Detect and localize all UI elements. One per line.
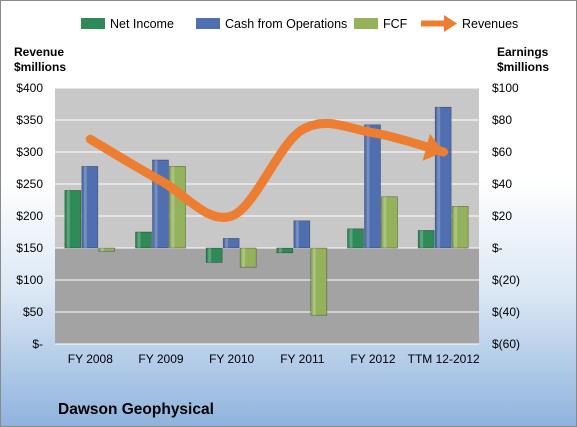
legend-label-net-income: Net Income: [110, 17, 174, 31]
right-tick-label: $100: [492, 81, 519, 95]
bar-highlight: [225, 238, 229, 248]
left-tick-label: $50: [23, 305, 43, 319]
bar-highlight: [66, 190, 70, 248]
right-tick-label: $(40): [492, 305, 520, 319]
bar-fcf: [98, 247, 116, 252]
bar-highlight: [437, 107, 441, 248]
bar-net-income: [205, 247, 223, 263]
plot-area-lower: [55, 248, 479, 344]
legend-arrow-icon: [421, 15, 457, 32]
right-axis-title-line2: $millions: [497, 60, 549, 74]
left-tick-label: $250: [16, 177, 43, 191]
legend-label-fcf: FCF: [383, 17, 408, 31]
revenue-arrowhead: [422, 133, 444, 161]
bar-fcf: [451, 206, 469, 249]
bar-highlight: [171, 166, 175, 248]
x-tick-label: FY 2010: [209, 352, 254, 366]
right-tick-label: $20: [492, 209, 512, 223]
left-axis-ticks: $- $50 $100 $150 $200 $250 $300 $350 $400: [16, 81, 43, 351]
revenue-line: [85, 118, 449, 222]
bar-highlight: [295, 220, 299, 248]
bar-cash-from-operations: [222, 238, 240, 249]
x-tick-label: FY 2008: [68, 352, 113, 366]
bar-highlight: [312, 248, 316, 316]
right-tick-label: $(20): [492, 273, 520, 287]
left-tick-label: $300: [16, 145, 43, 159]
x-tick-label: FY 2009: [138, 352, 183, 366]
legend-label-revenues: Revenues: [462, 17, 518, 31]
left-axis-title-line1: Revenue: [14, 45, 64, 59]
left-tick-label: $100: [16, 273, 43, 287]
revenue-line-series: [85, 118, 449, 222]
bar-cash-from-operations: [293, 220, 311, 249]
chart-title: Dawson Geophysical: [58, 401, 214, 418]
bar-fcf: [381, 196, 398, 249]
bar-net-income: [135, 231, 152, 249]
x-axis-ticks: FY 2008 FY 2009 FY 2010 FY 2011 FY 2012 TTM 1…: [68, 352, 480, 366]
legend: Net Income Cash from Operations FCF Reve…: [81, 15, 518, 32]
bar-fcf: [310, 247, 328, 316]
legend-swatch-net-income: [81, 18, 105, 29]
x-tick-label: FY 2012: [350, 352, 395, 366]
bar-highlight: [366, 124, 370, 248]
left-tick-label: $-: [32, 337, 43, 351]
legend-swatch-cash-from-operations: [196, 18, 220, 29]
bar-highlight: [208, 248, 212, 263]
right-tick-label: $-: [492, 241, 503, 255]
right-tick-label: $40: [492, 177, 512, 191]
x-tick-label: FY 2011: [280, 352, 325, 366]
x-tick-label: TTM 12-2012: [408, 352, 480, 366]
bar-cash-from-operations: [81, 166, 99, 249]
left-tick-label: $350: [16, 113, 43, 127]
right-tick-label: $60: [492, 145, 512, 159]
bar-highlight: [242, 248, 246, 268]
bar-cash-from-operations: [364, 124, 381, 249]
bar-net-income: [417, 230, 435, 249]
bar-highlight: [349, 228, 353, 248]
bar-highlight: [278, 248, 282, 253]
bar-net-income: [64, 190, 82, 249]
bar-highlight: [454, 206, 458, 248]
bar-highlight: [420, 230, 424, 248]
left-tick-label: $150: [16, 241, 43, 255]
bar-highlight: [383, 196, 387, 248]
left-axis-title-line2: $millions: [14, 60, 66, 74]
left-tick-label: $400: [16, 81, 43, 95]
gridlines: [55, 87, 479, 345]
bar-highlight: [100, 248, 104, 252]
bar-highlight: [154, 160, 158, 248]
right-tick-label: $80: [492, 113, 512, 127]
bar-cash-from-operations: [434, 106, 452, 249]
bar-highlight: [83, 166, 87, 248]
left-tick-label: $200: [16, 209, 43, 223]
bar-net-income: [347, 228, 364, 249]
right-axis-ticks: $(60) $(40) $(20) $- $20 $40 $60 $80 $100: [492, 81, 520, 351]
right-tick-label: $(60): [492, 337, 520, 351]
bar-net-income: [276, 247, 294, 254]
legend-label-cash-from-operations: Cash from Operations: [225, 17, 347, 31]
bar-highlight: [137, 232, 141, 248]
legend-swatch-fcf: [354, 18, 378, 29]
bar-fcf: [239, 247, 257, 268]
right-axis-title-line1: Earnings: [497, 45, 549, 59]
